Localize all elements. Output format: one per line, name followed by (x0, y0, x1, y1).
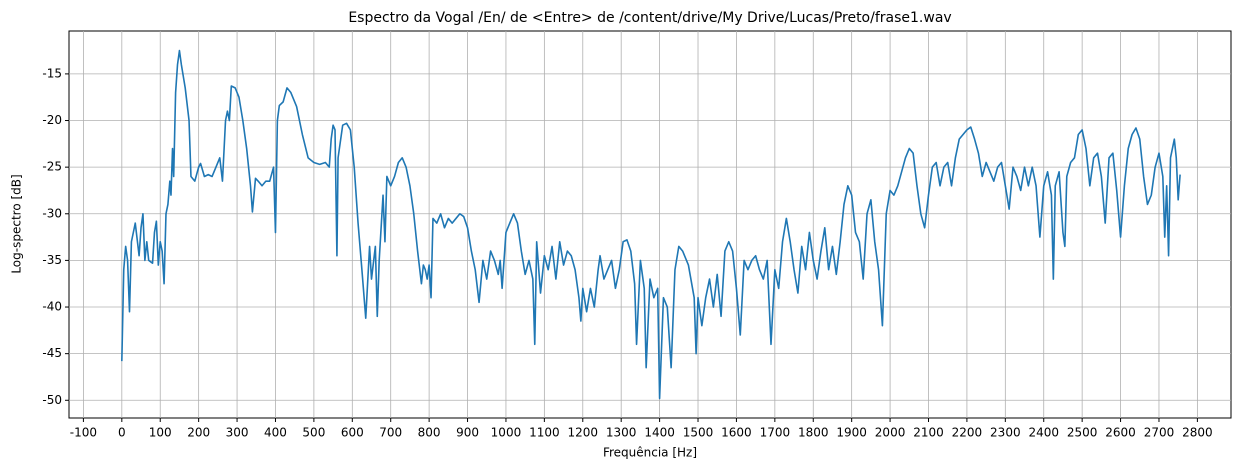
x-tick-label: 0 (118, 426, 126, 440)
x-tick-label: 2600 (1105, 426, 1136, 440)
x-tick-label: 1500 (683, 426, 714, 440)
x-tick-label: 300 (226, 426, 249, 440)
x-tick-label: 1100 (529, 426, 560, 440)
x-tick-label: 2200 (952, 426, 983, 440)
x-tick-label: 400 (264, 426, 287, 440)
x-tick-label: 800 (418, 426, 441, 440)
x-tick-label: 1400 (644, 426, 675, 440)
x-tick-label: 1900 (836, 426, 867, 440)
y-tick-label: -30 (42, 206, 62, 220)
chart-title: Espectro da Vogal /En/ de <Entre> de /co… (348, 10, 951, 26)
y-tick-label: -40 (42, 300, 62, 314)
x-tick-label: 100 (149, 426, 172, 440)
x-tick-label: 500 (302, 426, 325, 440)
x-tick-label: 2100 (913, 426, 944, 440)
x-tick-label: 1300 (606, 426, 637, 440)
x-tick-label: 1000 (491, 426, 522, 440)
plot-frame (68, 30, 1232, 419)
y-axis-label: Log-spectro [dB] (10, 174, 24, 273)
x-tick-label: 2400 (1028, 426, 1059, 440)
x-tick-label: 2700 (1144, 426, 1175, 440)
y-tick-label: -50 (42, 393, 62, 407)
x-axis-label: Frequência [Hz] (603, 446, 697, 460)
x-tick-label: 2800 (1182, 426, 1213, 440)
y-tick-label: -45 (42, 346, 62, 360)
x-tick-label: 1700 (760, 426, 791, 440)
y-tick-label: -35 (42, 253, 62, 267)
x-tick-label: 700 (379, 426, 402, 440)
x-tick-label: 200 (187, 426, 210, 440)
x-tick-label: -100 (70, 426, 97, 440)
spectrum-line (121, 49, 1181, 400)
y-tick-label: -20 (42, 113, 62, 127)
x-tick-label: 1800 (798, 426, 829, 440)
x-tick-label: 600 (341, 426, 364, 440)
x-tick-label: 900 (456, 426, 479, 440)
y-tick-label: -25 (42, 160, 62, 174)
x-tick-label: 1600 (721, 426, 752, 440)
x-tick-label: 2000 (875, 426, 906, 440)
x-tick-label: 2500 (1067, 426, 1098, 440)
x-tick-label: 2300 (990, 426, 1021, 440)
x-tick-label: 1200 (568, 426, 599, 440)
y-tick-label: -15 (42, 66, 62, 80)
